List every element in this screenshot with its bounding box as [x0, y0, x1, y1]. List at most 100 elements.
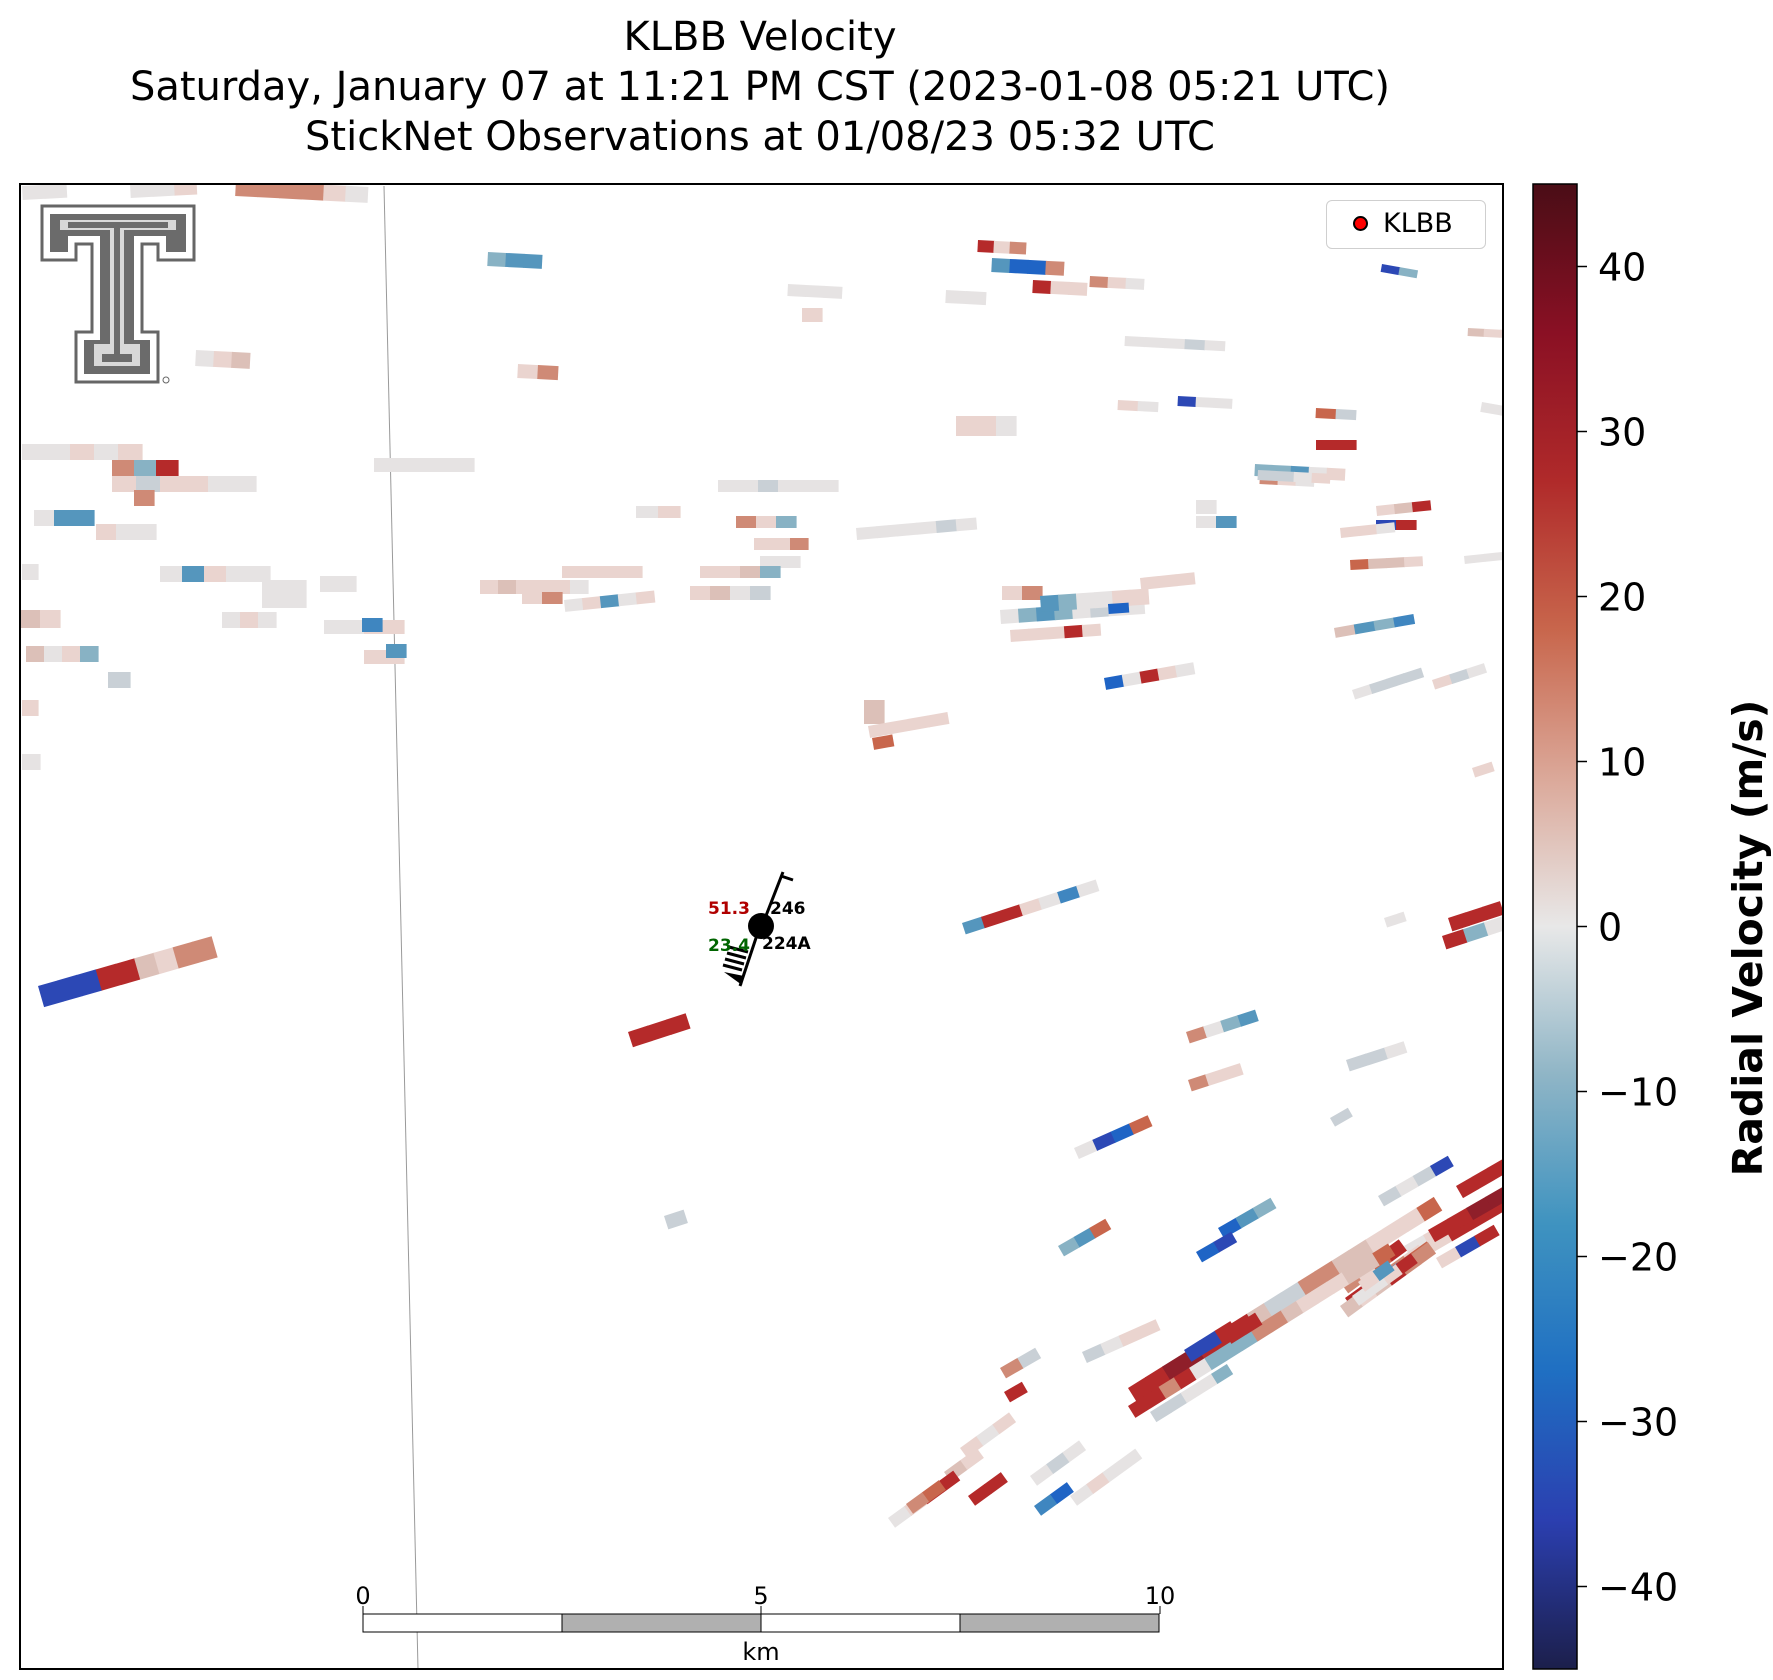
colorbar-ticks: 40 30 20 10 0 −10 −20 −30 −40	[1577, 246, 1678, 1610]
radar-gate-strip	[1224, 1312, 1263, 1344]
radar-gate-strip	[374, 458, 475, 472]
radar-gate-strip	[22, 564, 39, 580]
radar-gate-strip	[1030, 1440, 1087, 1486]
scale-tick-5: 5	[753, 1582, 768, 1610]
station-246-temperature: 51.3	[708, 899, 750, 919]
sticknet-station-plot: 51.3 246 23.4 224A	[708, 871, 811, 987]
radar-gate-strip	[1467, 328, 1503, 339]
colorbar-tick-label: −20	[1598, 1236, 1678, 1280]
radar-gate-strip	[1346, 1041, 1408, 1072]
colorbar-bar	[1532, 183, 1578, 1670]
wind-barb-224A-pennant	[724, 972, 744, 985]
radar-gate-strip	[1058, 1218, 1112, 1257]
radar-gate-strip	[956, 416, 1017, 436]
map-legend: KLBB	[1326, 200, 1486, 249]
colorbar-tick-label: −30	[1598, 1401, 1678, 1445]
radar-gate-strip	[522, 592, 563, 604]
radar-gate-strip	[20, 610, 61, 628]
radar-gate-strip	[1456, 1149, 1503, 1199]
radar-gate-strip	[1150, 1363, 1234, 1423]
radar-gate-strip	[1196, 516, 1237, 528]
radar-gate-strip	[1464, 551, 1503, 564]
radar-gate-strip	[1376, 500, 1432, 516]
radar-gate-strip	[1010, 623, 1102, 642]
radar-gate-strip	[968, 1472, 1008, 1506]
radar-gate-strip	[22, 700, 39, 716]
radar-gate-strip	[22, 754, 41, 770]
radar-gate-strip	[1436, 1224, 1500, 1269]
radar-gate-strip	[868, 712, 950, 738]
radar-gate-strip	[802, 308, 823, 322]
radar-gate-strip	[108, 672, 131, 688]
colorbar-tick-label: 10	[1598, 741, 1646, 785]
scale-tick-0: 0	[355, 1582, 370, 1610]
radar-gate-strip	[22, 444, 143, 460]
radar-gate-strip	[34, 510, 95, 526]
radar-gate-strip	[991, 258, 1065, 276]
radar-gate-strip	[1196, 500, 1217, 514]
colorbar-tick-label: 20	[1598, 576, 1646, 620]
scale-unit: km	[742, 1638, 779, 1666]
plot-subtitle-observations: StickNet Observations at 01/08/23 05:32 …	[305, 114, 1215, 160]
radar-gate-strip	[517, 364, 559, 381]
radar-gate-strip	[222, 612, 277, 628]
radar-gate-strip	[1082, 1319, 1161, 1363]
radar-gate-strip	[1358, 1260, 1395, 1292]
radar-gate-strip	[112, 476, 257, 492]
radar-gate-strip	[320, 576, 357, 592]
radar-gate-strip	[195, 350, 251, 369]
scale-bar: 0 5 10 km	[355, 1582, 1175, 1666]
radar-gate-strip	[1004, 1381, 1028, 1403]
radar-gate-strip	[1352, 1253, 1418, 1306]
radar-gate-strip	[1432, 663, 1488, 690]
radar-gate-strip	[96, 524, 157, 540]
radar-gate-strip	[1117, 400, 1159, 413]
radar-gate-strip	[1128, 1243, 1396, 1418]
radar-gate-strip	[1218, 1197, 1277, 1239]
radar-gate-strip	[562, 566, 643, 578]
county-boundary-line	[383, 185, 419, 1669]
radar-gate-strip	[1124, 336, 1226, 352]
radar-gate-strip	[1316, 440, 1357, 450]
radar-gate-strip	[754, 538, 809, 550]
radar-gate-strip	[736, 516, 797, 528]
radar-gate-strip	[945, 290, 987, 306]
radar-gate-strip	[1315, 408, 1357, 421]
radar-gate-strip	[160, 566, 271, 582]
radar-gate-strip	[1070, 1448, 1143, 1506]
radar-gate-strip	[487, 252, 543, 269]
radar-gate-strip	[962, 879, 1100, 935]
radar-gate-strip	[1196, 1231, 1238, 1263]
radar-gate-strip	[1177, 396, 1233, 409]
radar-gate-strip	[38, 936, 218, 1008]
radar-gate-strip	[787, 284, 843, 299]
radar-gate-strip	[1040, 588, 1150, 612]
klbb-marker-icon	[1353, 216, 1368, 231]
radar-gate-strip	[1428, 1185, 1503, 1243]
radar-gate-strip	[864, 700, 885, 724]
plot-subtitle-time: Saturday, January 07 at 11:21 PM CST (20…	[129, 64, 1391, 110]
radar-gate-strip	[1448, 901, 1503, 932]
radar-gate-strip	[906, 1480, 946, 1514]
colorbar-tick-label: −10	[1598, 1071, 1678, 1115]
radar-gate-strip	[760, 556, 801, 568]
radar-gate-strip	[362, 618, 383, 632]
radar-gate-strip	[1032, 280, 1088, 296]
station-224A-id: 224A	[762, 934, 811, 954]
radar-gate-strip	[690, 586, 771, 600]
radar-gate-strip	[1140, 572, 1196, 590]
radar-gate-strip	[1002, 586, 1043, 600]
radar-gate-strip	[718, 480, 839, 492]
radar-gate-strip	[1104, 662, 1196, 690]
colorbar-tick-label: 0	[1598, 906, 1622, 950]
radar-gate-strip	[1380, 264, 1419, 279]
radar-gate-strip	[480, 580, 589, 594]
radar-gate-strip	[1352, 667, 1425, 700]
radar-gate-strip	[235, 184, 369, 203]
radar-velocity-field	[20, 184, 1503, 1528]
radar-gate-strip	[1034, 1482, 1074, 1516]
radar-gate-strip	[1074, 1115, 1153, 1159]
radar-gate-strip	[856, 517, 978, 540]
radar-gate-strip	[977, 240, 1027, 255]
